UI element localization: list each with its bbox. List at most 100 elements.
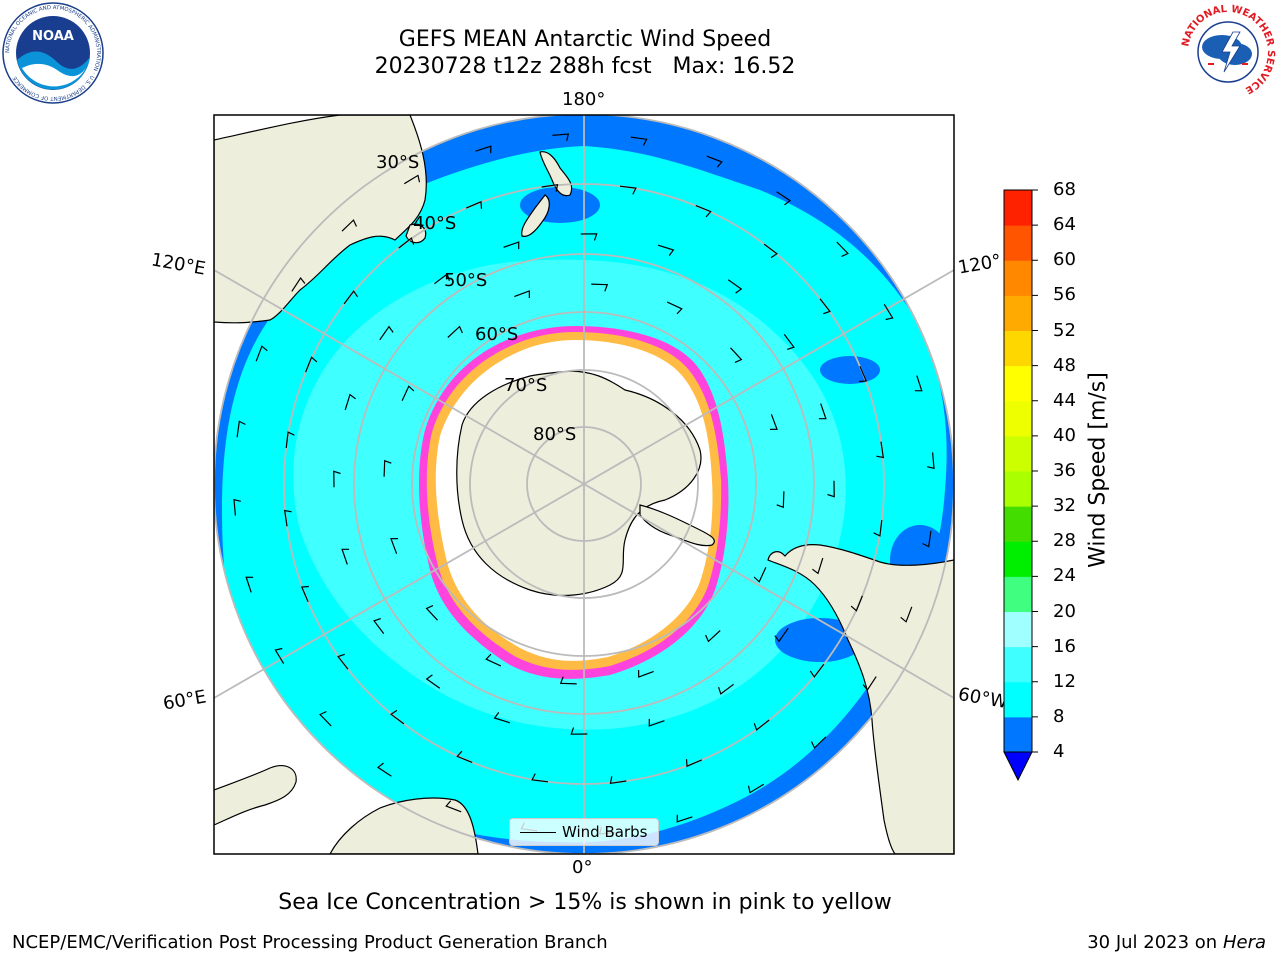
wind-barb — [531, 773, 549, 783]
lat-label-80s: 80°S — [533, 424, 577, 445]
wind-barbs — [233, 133, 935, 835]
wind-barb — [727, 279, 743, 294]
wind-barb — [648, 718, 665, 727]
wind-barb — [319, 710, 332, 727]
colorbar-tick-label: 64 — [1053, 214, 1076, 236]
footer-date-text: 30 Jul 2023 on — [1087, 932, 1223, 953]
wind-barb — [776, 191, 792, 206]
footer-host: Hera — [1222, 932, 1266, 953]
wind-barb — [580, 233, 598, 241]
wind-barb — [559, 676, 577, 685]
colorbar-segment — [1004, 541, 1032, 577]
wind-barb — [922, 530, 932, 548]
noaa-logo: NATIONAL OCEANIC AND ATMOSPHERIC ADMINIS… — [2, 2, 104, 104]
wind-barb — [475, 145, 492, 154]
colorbar-tick-label: 40 — [1053, 424, 1076, 446]
colorbar-tick-label: 12 — [1053, 670, 1076, 692]
chart-title: GEFS MEAN Antarctic Wind Speed — [398, 27, 772, 52]
colorbar-tick-label: 8 — [1053, 705, 1065, 727]
wind-barb — [343, 290, 359, 305]
wind-barb — [705, 630, 721, 643]
africa-landmass — [329, 797, 479, 854]
wind-barb — [403, 174, 421, 185]
wind-barb — [850, 595, 863, 612]
colorbar-segment — [1004, 681, 1032, 718]
wind-barbs-legend: Wind Barbs — [509, 818, 659, 846]
wind-barb — [619, 185, 637, 195]
legend-label: Wind Barbs — [562, 823, 648, 841]
colorbar-tick-label: 36 — [1053, 460, 1076, 481]
colorbar-segment — [1004, 506, 1032, 542]
wind-barb — [730, 347, 743, 363]
wind-barb — [638, 669, 654, 678]
wind-barb — [859, 365, 868, 383]
colorbar-segment — [1004, 295, 1032, 331]
antarctica-landmass — [456, 370, 702, 597]
wind-barb — [774, 627, 789, 643]
wind-barb — [434, 273, 450, 285]
wind-barb — [493, 712, 511, 724]
colorbar-tick-label: 52 — [1053, 319, 1076, 341]
colorbar-tick-label: 68 — [1053, 179, 1076, 200]
colorbar-tick-label: 44 — [1053, 389, 1076, 411]
wind-barb — [570, 727, 588, 735]
wind-barb — [344, 393, 356, 411]
south-america-landmass — [767, 544, 954, 854]
wind-barb — [552, 133, 570, 141]
colorbar-segment — [1004, 225, 1032, 261]
wind-barb — [718, 683, 734, 695]
low-wind-patch — [775, 618, 865, 662]
wind-barb — [810, 736, 827, 749]
wind-barb — [809, 663, 825, 678]
colorbar-segment — [1004, 576, 1032, 612]
wind-barb — [900, 606, 913, 623]
wind-barb — [445, 800, 462, 813]
wind-barb — [657, 244, 675, 256]
wind-barb — [503, 241, 520, 250]
wind-barb — [541, 183, 559, 192]
madagascar — [214, 765, 297, 826]
wind-barb — [233, 498, 241, 516]
wind-barb — [812, 557, 824, 575]
lat-label-60s: 60°S — [475, 324, 519, 345]
wind-barb — [914, 375, 923, 392]
wind-barb — [609, 776, 627, 785]
wind-barb — [255, 345, 268, 362]
wind-barb — [836, 241, 849, 258]
lat-label-70s: 70°S — [504, 375, 548, 396]
wind-barb — [591, 283, 609, 292]
colorbar-segment — [1004, 611, 1032, 648]
lat-label-30s: 30°S — [376, 152, 420, 173]
wind-barb — [514, 290, 530, 299]
wind-barb — [666, 301, 683, 315]
wind-barb — [873, 519, 883, 537]
sea-ice-caption: Sea Ice Concentration > 15% is shown in … — [278, 890, 892, 915]
wind-barb — [401, 385, 415, 402]
wind-barb — [819, 298, 831, 315]
wind-barb — [379, 325, 394, 341]
graticule — [214, 115, 954, 854]
wind-barb — [827, 480, 835, 498]
wind-barb — [447, 325, 463, 338]
colorbar-segment — [1004, 435, 1032, 472]
wind-barb — [763, 243, 778, 259]
colorbar-segment — [1004, 400, 1032, 437]
wind-barb — [333, 470, 341, 488]
wind-barb — [776, 491, 785, 509]
wind-barb — [274, 647, 285, 665]
wind-barb — [291, 276, 306, 292]
noaa-logo-text: NOAA — [32, 29, 74, 44]
wind-barb — [747, 783, 765, 794]
colorbar-tick-label: 4 — [1053, 741, 1065, 762]
antarctic-peninsula — [639, 504, 715, 547]
wind-barb — [376, 762, 392, 777]
colorbar-tick-label: 56 — [1053, 284, 1076, 306]
colorbar-segment — [1004, 471, 1032, 507]
footer-date: 30 Jul 2023 on Hera — [1087, 932, 1266, 953]
new-zealand-south — [521, 194, 550, 237]
wind-barb — [285, 431, 295, 449]
lon-label-0: 0° — [572, 857, 593, 878]
meridian-60E-120W — [214, 269, 954, 699]
wind-barb — [769, 414, 778, 430]
